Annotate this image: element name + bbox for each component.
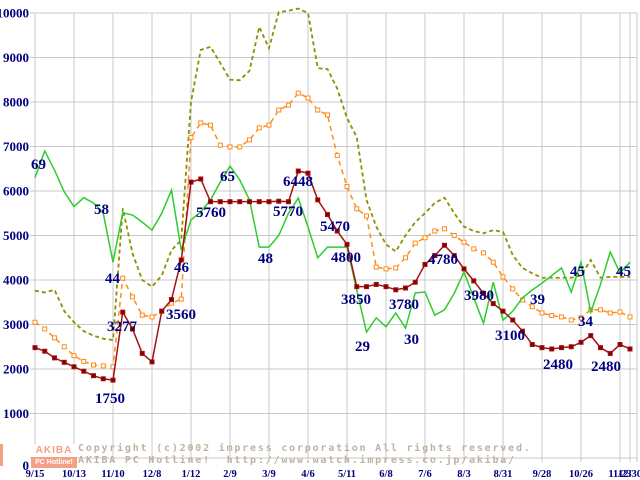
x-axis-labels: 9/15 10/13 11/10 12/8 1/12 2/9 3/9 4/6 5/11 6/8 7/… (26, 469, 640, 480)
svg-text:1750: 1750 (95, 391, 125, 407)
svg-text:4000: 4000 (3, 273, 29, 288)
svg-text:34: 34 (578, 314, 594, 330)
svg-text:5760: 5760 (196, 205, 226, 221)
svg-text:65: 65 (220, 169, 235, 185)
series-green-solid (34, 149, 631, 334)
svg-text:11/10: 11/10 (101, 469, 124, 480)
copyright-line-1: Copyright (c)2002 impress corporation Al… (78, 443, 532, 454)
series-orange-dashed-markers (32, 90, 633, 370)
svg-text:3277: 3277 (107, 319, 138, 335)
svg-text:3980: 3980 (464, 288, 494, 304)
svg-text:45: 45 (570, 264, 585, 280)
copyright-line-2: AKIBA PC Hotline! http://www.watch.impre… (78, 455, 516, 466)
svg-text:2480: 2480 (591, 359, 621, 375)
svg-text:4/6: 4/6 (301, 469, 314, 480)
svg-text:3560: 3560 (166, 307, 196, 323)
svg-text:7/6: 7/6 (418, 469, 431, 480)
svg-text:3100: 3100 (495, 328, 525, 344)
svg-text:2000: 2000 (3, 362, 29, 377)
svg-text:48: 48 (258, 251, 273, 267)
svg-text:8/3: 8/3 (457, 469, 470, 480)
svg-text:2480: 2480 (543, 357, 573, 373)
svg-text:9000: 9000 (3, 50, 29, 65)
logo-pc-hotline-text: PC Hotline! (31, 457, 77, 468)
svg-text:6000: 6000 (3, 184, 29, 199)
svg-text:4780: 4780 (428, 252, 458, 268)
svg-text:1000: 1000 (3, 406, 29, 421)
y-axis-labels: 0 1000 2000 3000 4000 5000 6000 7000 8000 9000 100… (0, 6, 29, 474)
svg-text:10/26: 10/26 (569, 469, 593, 480)
series-olive-dashed (34, 7, 630, 342)
svg-text:44: 44 (105, 271, 121, 287)
svg-text:10/13: 10/13 (62, 469, 86, 480)
svg-text:46: 46 (174, 260, 190, 276)
svg-text:8/31: 8/31 (494, 469, 513, 480)
svg-text:9/28: 9/28 (533, 469, 552, 480)
svg-text:6/8: 6/8 (379, 469, 392, 480)
gridlines (30, 12, 638, 462)
svg-text:12/8: 12/8 (143, 469, 162, 480)
logo-akiba-text: AKIBA (31, 444, 77, 457)
svg-text:9/15: 9/15 (26, 469, 45, 480)
svg-text:3000: 3000 (3, 317, 29, 332)
svg-text:1/12: 1/12 (182, 469, 201, 480)
svg-text:7000: 7000 (3, 139, 29, 154)
svg-text:69: 69 (31, 157, 46, 173)
svg-text:6448: 6448 (283, 174, 313, 190)
svg-text:58: 58 (94, 202, 109, 218)
svg-text:45: 45 (616, 264, 631, 280)
svg-text:3850: 3850 (341, 292, 371, 308)
svg-text:5470: 5470 (320, 219, 350, 235)
svg-text:5770: 5770 (273, 204, 303, 220)
chart-point-labels: 69 58 44 3277 1750 3560 46 5760 65 48 5770 6448 5470… (31, 157, 631, 407)
svg-text:29: 29 (355, 339, 370, 355)
svg-text:4800: 4800 (331, 250, 361, 266)
svg-text:10000: 10000 (0, 6, 29, 21)
svg-text:2/9: 2/9 (223, 469, 236, 480)
svg-text:5000: 5000 (3, 228, 29, 243)
svg-text:12/30: 12/30 (618, 469, 640, 480)
svg-text:8000: 8000 (3, 95, 29, 110)
logo-edge-fragment (0, 444, 3, 466)
svg-text:3/9: 3/9 (262, 469, 275, 480)
svg-text:11/23: 11/23 (608, 469, 631, 480)
svg-text:3780: 3780 (389, 297, 419, 313)
series-darkred-solid-markers (32, 168, 633, 383)
svg-text:5/11: 5/11 (338, 469, 356, 480)
svg-text:30: 30 (404, 332, 419, 348)
svg-text:0: 0 (23, 458, 30, 473)
akiba-pc-hotline-logo: AKIBA PC Hotline! (31, 444, 77, 468)
svg-text:39: 39 (530, 292, 545, 308)
